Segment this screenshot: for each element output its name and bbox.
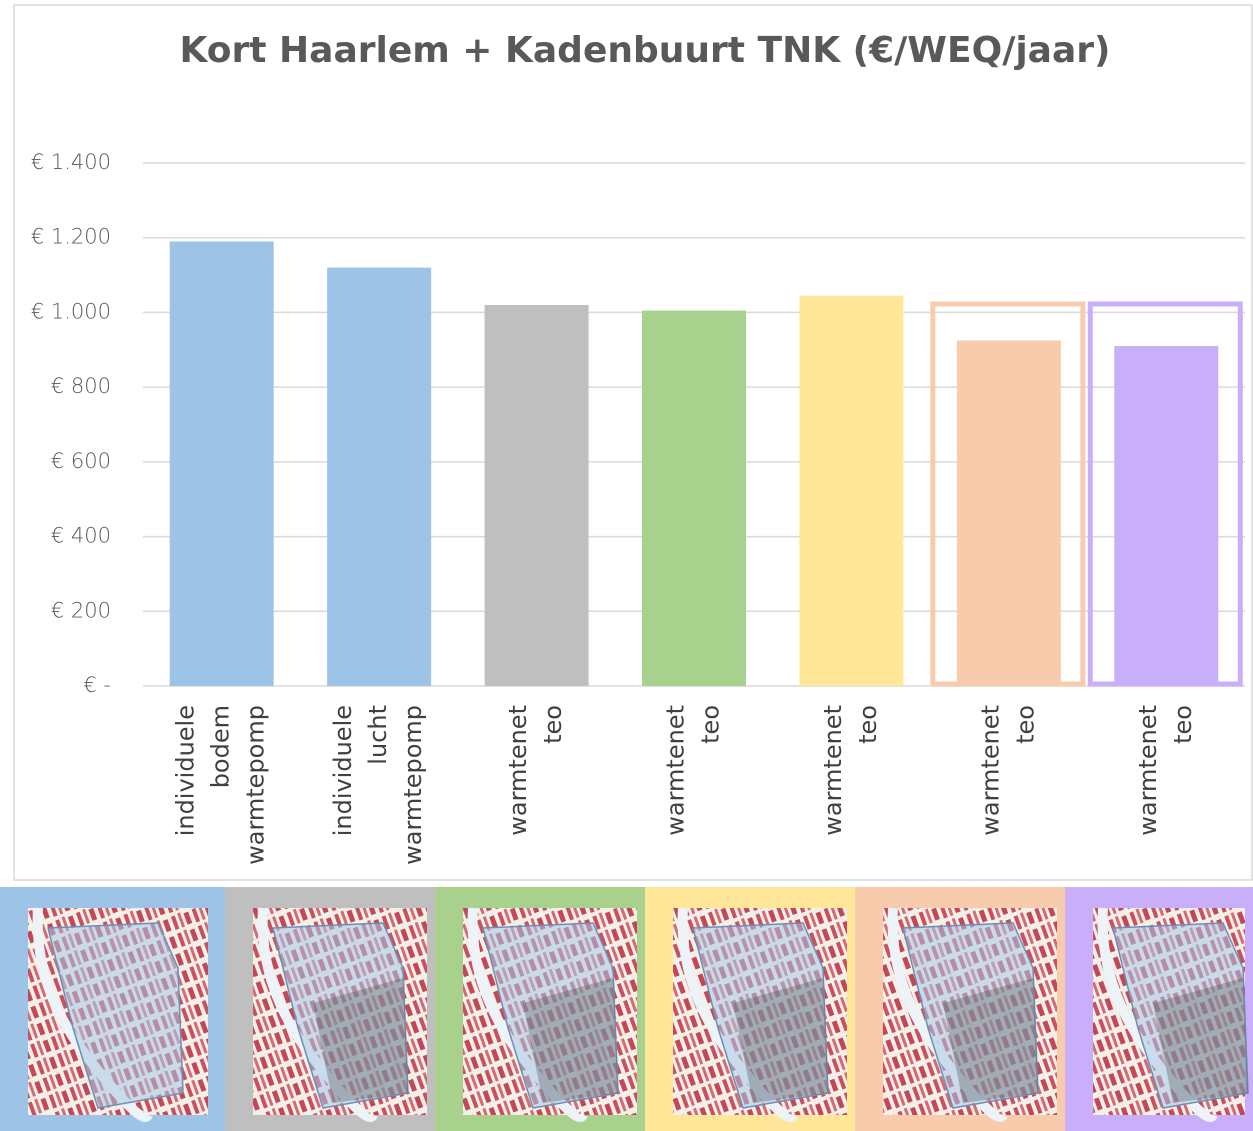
x-tick-label: warmtenet	[1134, 705, 1162, 836]
x-tick-label: warmtepomp	[242, 705, 270, 865]
chart-title: Kort Haarlem + Kadenbuurt TNK (€/WEQ/jaa…	[180, 30, 1111, 71]
y-tick-label: € 1.000	[31, 299, 111, 323]
x-tick-label: teo	[1011, 705, 1039, 744]
x-tick-label: warmtenet	[504, 705, 532, 836]
y-tick-label: € 600	[51, 449, 111, 473]
chart: Kort Haarlem + Kadenbuurt TNK (€/WEQ/jaa…	[0, 0, 1253, 1131]
x-tick-label: warmtenet	[662, 705, 690, 836]
x-tick-label: teo	[539, 705, 567, 744]
x-tick-label: teo	[854, 705, 882, 744]
page: {"chart_data": {"type": "bar", "title": …	[0, 0, 1253, 1131]
y-tick-label: € 1.200	[31, 225, 111, 249]
bar	[1114, 346, 1218, 686]
x-tick-label: teo	[1169, 705, 1197, 744]
y-tick-label: € 200	[51, 598, 111, 622]
x-tick-label: individuele	[329, 705, 357, 836]
bar	[957, 340, 1061, 686]
x-tick-label: warmtenet	[976, 705, 1004, 836]
bar	[799, 296, 903, 686]
y-tick-label: € 1.400	[31, 150, 111, 174]
y-tick-label: € 800	[51, 374, 111, 398]
x-tick-label: warmtepomp	[399, 705, 427, 865]
x-tick-label: bodem	[207, 705, 235, 788]
y-tick-label: € 400	[51, 524, 111, 548]
bar	[170, 241, 274, 686]
x-tick-label: teo	[697, 705, 725, 744]
bar	[327, 268, 431, 686]
x-tick-label: lucht	[364, 705, 392, 765]
x-tick-label: warmtenet	[819, 705, 847, 836]
bar	[485, 305, 589, 686]
y-tick-label: € -	[83, 673, 111, 697]
x-tick-label: individuele	[172, 705, 200, 836]
bar	[642, 311, 746, 686]
map-strip	[0, 887, 1253, 1131]
